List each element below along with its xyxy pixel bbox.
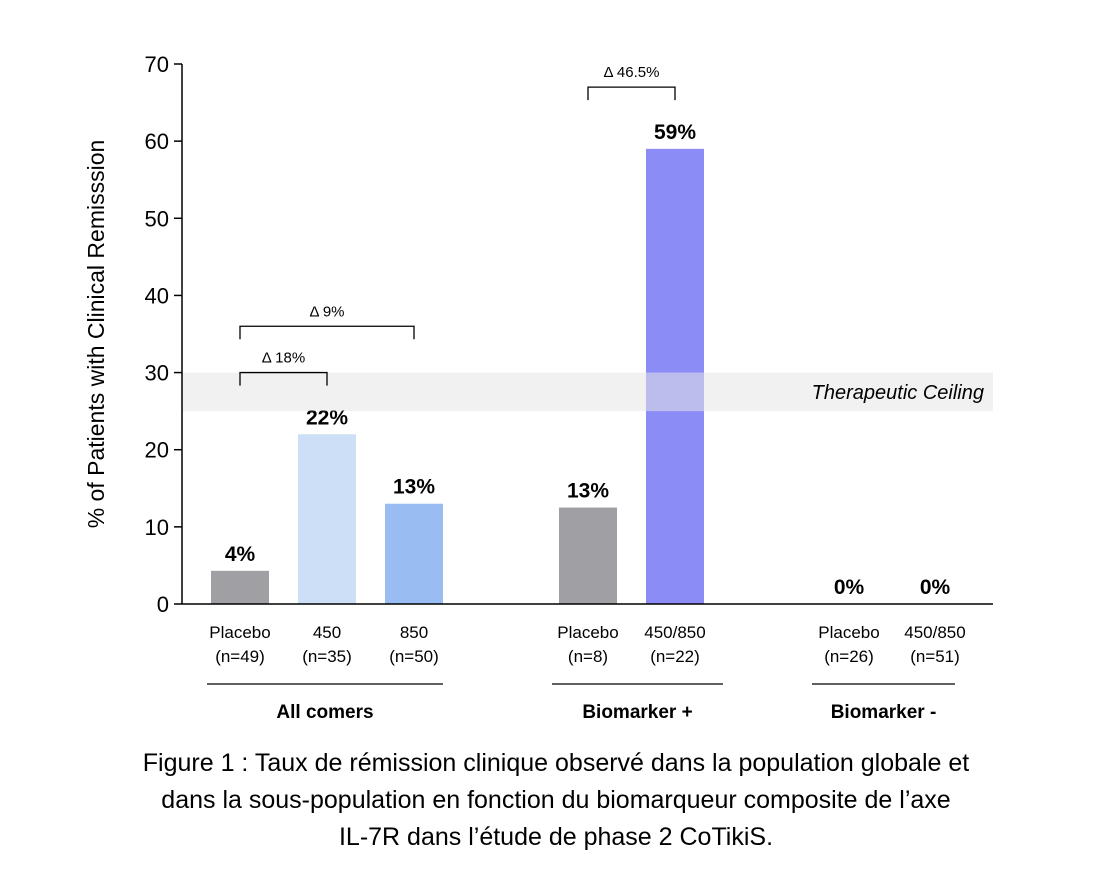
bar-chart: 4% Placebo (n=49) 22% 450 (n=35) 13% 850 (n=50) A… xyxy=(83,52,993,723)
category-label: 850 xyxy=(400,623,428,642)
bar xyxy=(298,434,356,604)
comparison-bracket xyxy=(587,86,676,101)
bar xyxy=(559,507,617,604)
category-n-label: (n=22) xyxy=(650,647,700,666)
bar-value-label: 13% xyxy=(393,476,435,499)
caption-line-1: Figure 1 : Taux de rémission clinique ob… xyxy=(142,749,970,777)
comparison-delta-label: Δ 46.5% xyxy=(604,64,660,81)
group-label: Biomarker + xyxy=(582,702,692,723)
y-tick-label: 40 xyxy=(145,283,169,308)
y-tick-label: 10 xyxy=(145,515,169,540)
bar xyxy=(385,503,443,604)
y-tick-label: 30 xyxy=(145,361,169,386)
bar-value-label: 13% xyxy=(567,480,609,503)
category-label: 450/850 xyxy=(904,623,965,642)
therapeutic-ceiling-band xyxy=(182,372,993,412)
category-n-label: (n=8) xyxy=(568,647,608,666)
comparison-bracket xyxy=(239,371,328,386)
category-label: 450/850 xyxy=(644,623,705,642)
bar xyxy=(211,570,269,604)
comparison-delta-label: Δ 18% xyxy=(262,350,305,367)
figure-caption: Figure 1 : Taux de rémission clinique ob… xyxy=(0,745,1112,856)
y-tick-label: 50 xyxy=(145,206,169,231)
comparison-delta-label: Δ 9% xyxy=(309,303,344,320)
y-tick-label: 70 xyxy=(145,52,169,77)
group-label: All comers xyxy=(276,702,373,723)
category-n-label: (n=49) xyxy=(215,647,265,666)
category-label: 450 xyxy=(313,623,341,642)
bar-value-label: 59% xyxy=(654,121,696,144)
caption-line-3: IL-7R dans l’étude de phase 2 CoTikiS. xyxy=(338,823,774,851)
category-n-label: (n=35) xyxy=(302,647,352,666)
comparison-bracket xyxy=(239,325,415,340)
caption-line-2: dans la sous-population en fonction du b… xyxy=(161,786,951,814)
y-tick-label: 0 xyxy=(157,592,169,617)
category-n-label: (n=51) xyxy=(910,647,960,666)
bar-value-label: 0% xyxy=(834,576,865,599)
y-tick-label: 60 xyxy=(145,129,169,154)
bar-value-label: 22% xyxy=(306,406,348,429)
category-n-label: (n=26) xyxy=(824,647,874,666)
group-label: Biomarker - xyxy=(831,702,937,723)
bar-value-label: 4% xyxy=(225,543,256,566)
category-label: Placebo xyxy=(557,623,618,642)
category-label: Placebo xyxy=(818,623,879,642)
y-tick-label: 20 xyxy=(145,438,169,463)
y-axis-title: % of Patients with Clinical Remisssion xyxy=(83,140,109,529)
bar-value-label: 0% xyxy=(920,576,951,599)
therapeutic-ceiling-label: Therapeutic Ceiling xyxy=(812,382,984,404)
category-n-label: (n=50) xyxy=(389,647,439,666)
category-label: Placebo xyxy=(209,623,270,642)
